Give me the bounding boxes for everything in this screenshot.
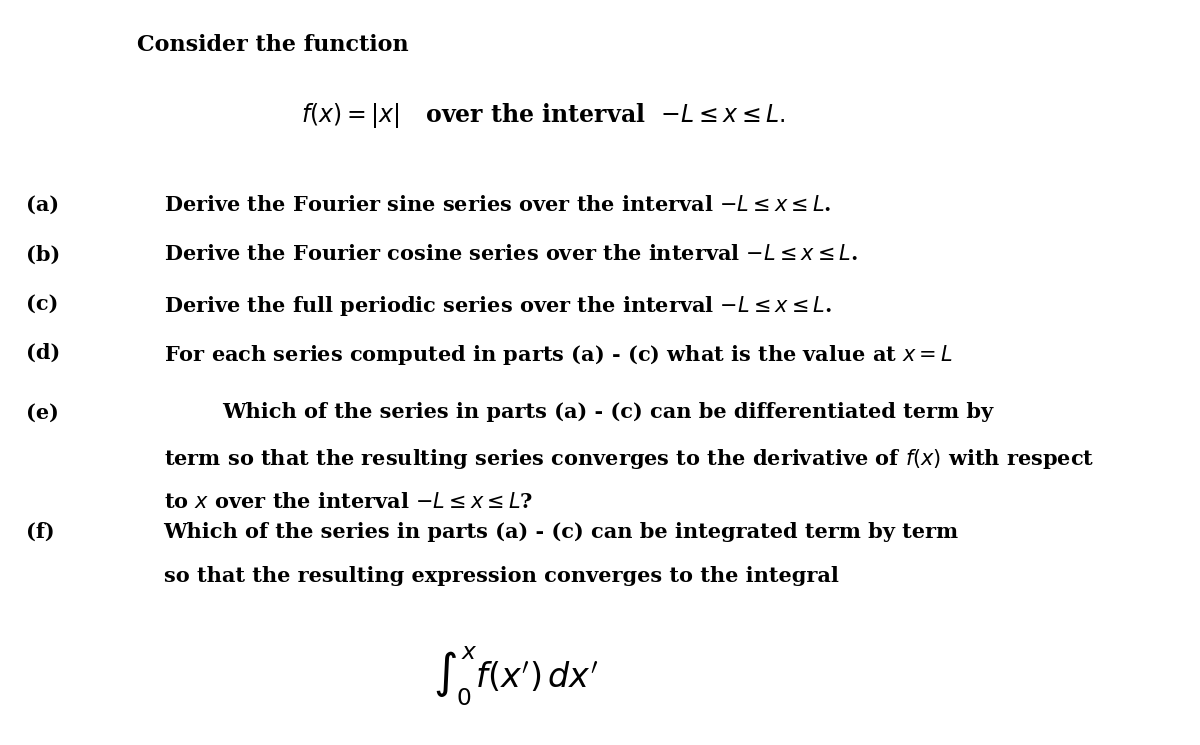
Text: (c): (c) xyxy=(26,294,59,314)
Text: Derive the Fourier cosine series over the interval $-L \leq x \leq L$.: Derive the Fourier cosine series over th… xyxy=(163,244,858,264)
Text: (e): (e) xyxy=(26,402,59,422)
Text: $f(x) = |x|$   over the interval  $-L \leq x \leq L.$: $f(x) = |x|$ over the interval $-L \leq … xyxy=(301,101,786,130)
Text: (a): (a) xyxy=(26,195,60,215)
Text: For each series computed in parts (a) - (c) what is the value at $x = L$: For each series computed in parts (a) - … xyxy=(163,343,953,367)
Text: to $x$ over the interval $-L \leq x \leq L$?: to $x$ over the interval $-L \leq x \leq… xyxy=(163,492,533,512)
Text: (d): (d) xyxy=(26,343,61,363)
Text: term so that the resulting series converges to the derivative of $f(x)$ with res: term so that the resulting series conver… xyxy=(163,447,1094,471)
Text: (b): (b) xyxy=(26,244,61,264)
Text: Which of the series in parts (a) - (c) can be integrated term by term: Which of the series in parts (a) - (c) c… xyxy=(163,522,959,542)
Text: Consider the function: Consider the function xyxy=(137,34,409,56)
Text: $\int_0^x f(x')\,dx'$: $\int_0^x f(x')\,dx'$ xyxy=(433,644,598,708)
Text: Derive the full periodic series over the interval $-L \leq x \leq L$.: Derive the full periodic series over the… xyxy=(163,294,832,317)
Text: (f): (f) xyxy=(26,522,55,542)
Text: so that the resulting expression converges to the integral: so that the resulting expression converg… xyxy=(163,566,839,586)
Text: Which of the series in parts (a) - (c) can be differentiated term by: Which of the series in parts (a) - (c) c… xyxy=(222,402,992,422)
Text: Derive the Fourier sine series over the interval $-L \leq x \leq L$.: Derive the Fourier sine series over the … xyxy=(163,195,830,215)
